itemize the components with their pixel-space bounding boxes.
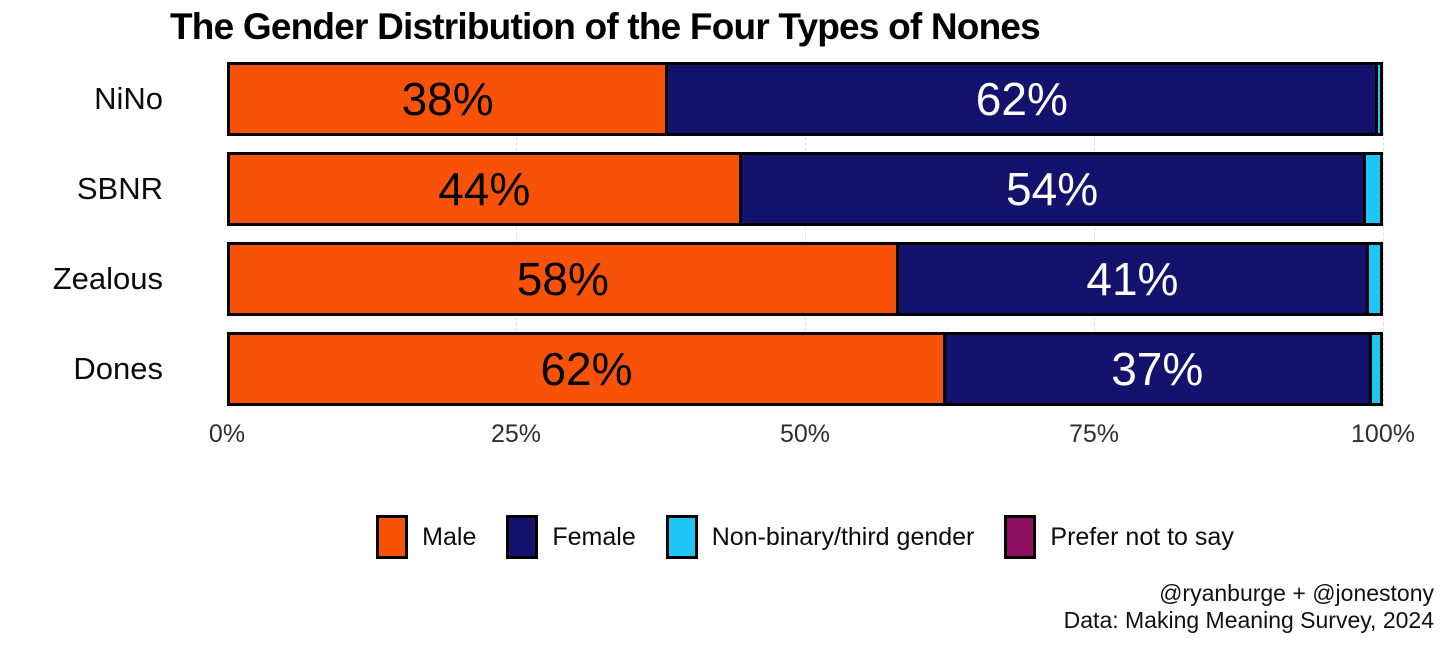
attribution: @ryanburge + @jonestony Data: Making Mea…	[1064, 580, 1434, 634]
category-label-zealous: Zealous	[52, 261, 163, 296]
gridline-75	[1094, 62, 1095, 406]
bar-value-label: 41%	[1086, 253, 1179, 305]
bar-value-label: 62%	[975, 73, 1068, 125]
legend: Male Female Non-binary/third gender Pref…	[227, 515, 1383, 559]
prefer-not-to-say-color-swatch	[1004, 515, 1037, 559]
bar-segment-dones-female: 37%	[943, 335, 1369, 403]
bar-row-zealous: 58% 41%	[227, 242, 1383, 316]
bar-value-label: 37%	[1111, 343, 1204, 395]
bar-segment-dones-male: 62%	[230, 335, 943, 403]
bar-segment-nino-female: 62%	[665, 65, 1376, 133]
x-tick-75: 75%	[1068, 420, 1120, 448]
bar-segment-dones-nonbinary	[1368, 335, 1380, 403]
legend-label-male: Male	[422, 522, 477, 551]
bar-value-label: 58%	[516, 253, 609, 305]
x-tick-50: 50%	[779, 420, 831, 448]
legend-item-nonbinary: Non-binary/third gender	[665, 515, 975, 559]
bar-value-label: 44%	[438, 163, 531, 215]
source-line: Data: Making Meaning Survey, 2024	[1063, 607, 1434, 634]
legend-item-female: Female	[506, 515, 636, 559]
category-label-nino: NiNo	[94, 81, 163, 116]
x-tick-25: 25%	[490, 420, 542, 448]
bar-value-label: 54%	[1006, 163, 1099, 215]
legend-item-prefer-not-to-say: Prefer not to say	[1004, 515, 1234, 559]
bar-segment-sbnr-female: 54%	[738, 155, 1363, 223]
plot-area: 38% 62% 44% 54% 58% 41% 62% 37%	[227, 62, 1384, 406]
gridline-25	[516, 62, 517, 406]
legend-item-male: Male	[376, 515, 476, 559]
legend-label-female: Female	[552, 522, 636, 551]
bar-segment-nino-male: 38%	[230, 65, 666, 133]
gridline-50	[805, 62, 806, 406]
female-color-swatch	[506, 515, 539, 559]
bar-value-label: 62%	[540, 343, 633, 395]
bar-segment-zealous-female: 41%	[895, 245, 1367, 313]
category-label-dones: Dones	[73, 351, 163, 386]
bar-segment-sbnr-nonbinary	[1362, 155, 1380, 223]
nonbinary-color-swatch	[665, 515, 698, 559]
gridline-100	[1383, 62, 1384, 406]
bar-row-nino: 38% 62%	[227, 62, 1383, 136]
bar-segment-zealous-nonbinary	[1366, 245, 1380, 313]
bar-segment-sbnr-male: 44%	[230, 155, 739, 223]
x-tick-100: 100%	[1351, 420, 1415, 448]
x-tick-0: 0%	[208, 420, 246, 448]
bar-segment-nino-nonbinary	[1375, 65, 1380, 133]
legend-label-prefer-not-to-say: Prefer not to say	[1050, 522, 1234, 551]
credit-line: @ryanburge + @jonestony	[1159, 580, 1434, 606]
legend-label-nonbinary: Non-binary/third gender	[711, 522, 975, 551]
male-color-swatch	[376, 515, 409, 559]
bar-row-sbnr: 44% 54%	[227, 152, 1383, 226]
x-axis: 0% 25% 50% 75% 100%	[209, 420, 1415, 454]
bar-segment-zealous-male: 58%	[230, 245, 896, 313]
bar-row-dones: 62% 37%	[227, 332, 1383, 406]
bar-value-label: 38%	[401, 73, 494, 125]
chart-title: The Gender Distribution of the Four Type…	[170, 6, 1041, 47]
category-label-sbnr: SBNR	[76, 171, 163, 206]
